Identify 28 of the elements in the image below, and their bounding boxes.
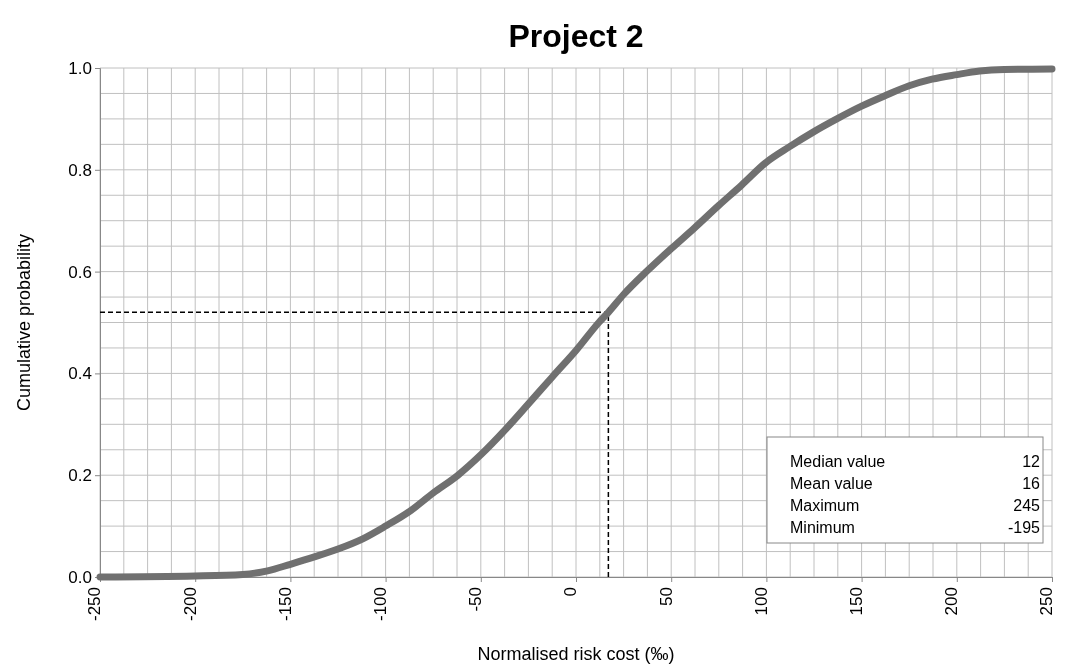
y-tick-label: 0.2	[68, 466, 92, 486]
x-tick-label: 150	[847, 587, 867, 616]
annotation: Mean value	[790, 475, 873, 492]
x-tick-label: -250	[85, 587, 105, 622]
x-tick-label: 200	[942, 587, 962, 616]
x-tick-label: 250	[1037, 587, 1057, 616]
y-tick-label: 0.4	[68, 364, 92, 384]
x-axis-title: Normalised risk cost (‰)	[477, 644, 675, 664]
annotation: -195	[1007, 519, 1041, 536]
annotation: 12	[1022, 453, 1041, 470]
x-tick-label: -200	[180, 587, 200, 622]
x-tick-label: -50	[466, 587, 486, 612]
y-tick-label: 0.0	[68, 567, 92, 587]
annotation: Minimum	[790, 519, 855, 536]
y-tick-label: 0.8	[68, 160, 92, 180]
chart-title: Project 2	[508, 18, 644, 54]
x-tick-label: 100	[751, 587, 771, 616]
x-tick-label: -100	[371, 587, 391, 622]
x-tick-label: 50	[656, 587, 676, 606]
annotation: 245	[1013, 497, 1041, 514]
annotation: Median value	[790, 453, 886, 470]
annotation: 16	[1022, 475, 1041, 492]
y-tick-label: 1.0	[68, 58, 92, 78]
annotation: Maximum	[790, 497, 860, 514]
y-tick-label: 0.6	[68, 262, 92, 282]
y-axis-title: Cumulative probability	[14, 233, 34, 412]
x-tick-label: -150	[275, 587, 295, 622]
x-tick-label: 0	[561, 587, 581, 597]
